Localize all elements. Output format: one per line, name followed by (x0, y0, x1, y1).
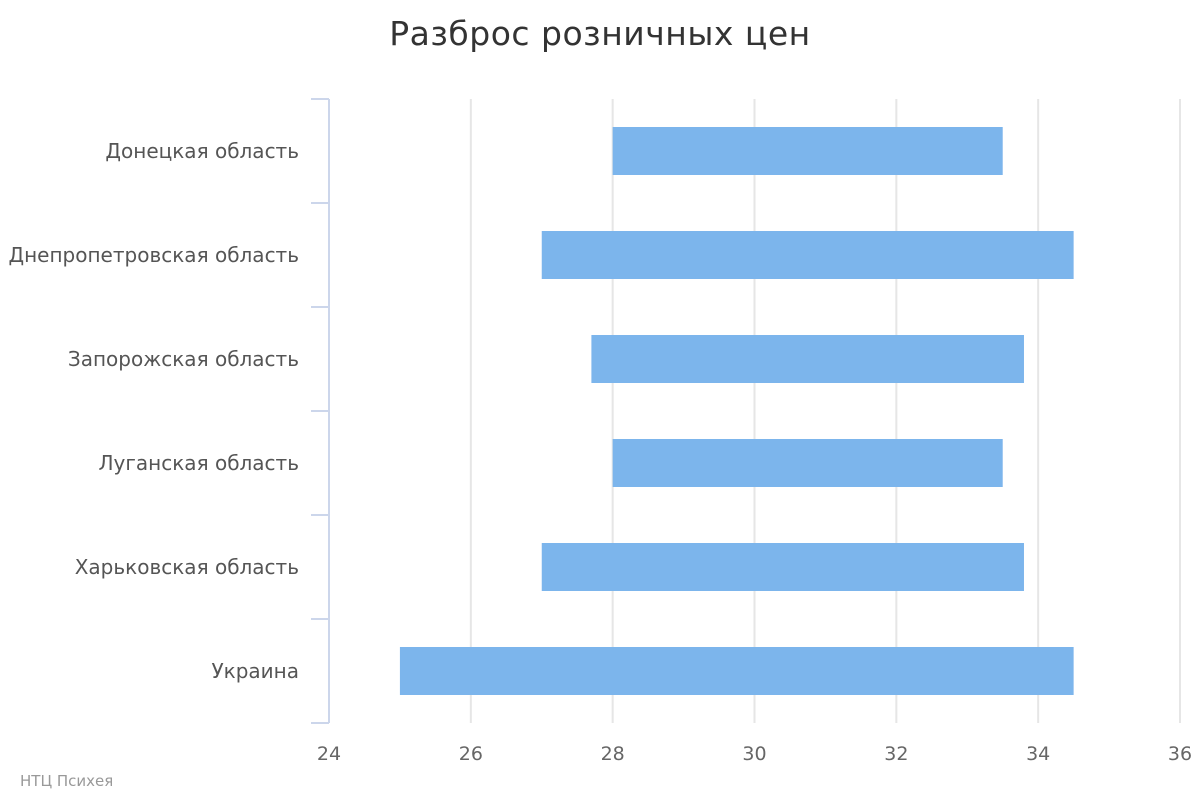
range-bar[interactable] (541, 231, 1074, 279)
value-tick-label: 24 (317, 743, 341, 765)
category-label: Харьковская область (75, 555, 299, 579)
value-tick-label: 30 (742, 743, 766, 765)
gridlines (469, 99, 1181, 723)
value-tick-label: 36 (1168, 743, 1192, 765)
range-bar[interactable] (612, 127, 1003, 175)
category-label: Донецкая область (105, 139, 299, 163)
value-tick-label: 34 (1026, 743, 1050, 765)
range-bar[interactable] (591, 335, 1024, 383)
value-tick-labels: 24 26 28 30 32 34 36 (317, 743, 1192, 765)
range-bar[interactable] (612, 439, 1003, 487)
category-label: Запорожская область (68, 347, 299, 371)
chart-title: Разброс розничных цен (389, 14, 811, 53)
value-tick-label: 32 (884, 743, 908, 765)
value-tick-label: 28 (601, 743, 625, 765)
range-bar[interactable] (541, 543, 1024, 591)
category-axis (311, 98, 330, 724)
category-labels: Донецкая область Днепропетровская область… (8, 139, 299, 683)
category-label: Луганская область (99, 451, 299, 475)
range-bars (399, 127, 1074, 695)
value-tick-label: 26 (459, 743, 483, 765)
range-bar[interactable] (399, 647, 1074, 695)
credit-label: НТЦ Психея (20, 772, 114, 790)
category-label: Украина (211, 659, 299, 683)
category-label: Днепропетровская область (8, 243, 299, 267)
